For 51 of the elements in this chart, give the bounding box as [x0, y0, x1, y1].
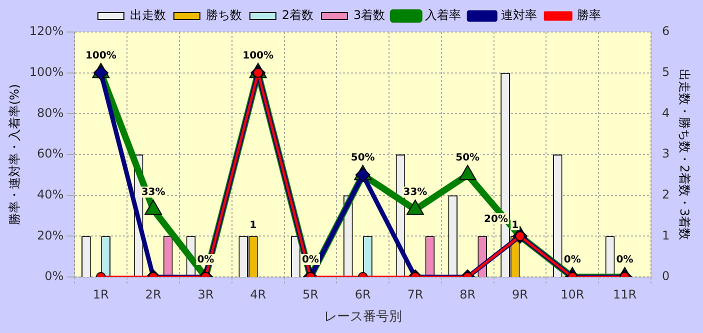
- x-axis-title: レース番号別: [324, 310, 402, 325]
- y-axis-title: 勝率・連対率・入着率(%): [7, 84, 22, 225]
- x-tick-label: 10R: [560, 287, 584, 302]
- legend-label: 勝率: [577, 8, 602, 22]
- legend-label: 出走数: [130, 8, 166, 22]
- point: [406, 200, 424, 215]
- point: [144, 200, 162, 215]
- legend-label: 勝ち数: [206, 8, 242, 22]
- data-label: 100%: [242, 50, 274, 62]
- data-label: 1: [250, 220, 257, 231]
- data-label: 50%: [350, 152, 375, 164]
- y2-axis-title: 出走数・勝ち数・2着数・3着数: [678, 68, 692, 240]
- data-label: 33%: [403, 187, 428, 198]
- y-tick-label: 100%: [29, 64, 64, 79]
- y-tick-label: 60%: [37, 146, 64, 161]
- y2-tick-label: 1: [662, 228, 670, 242]
- x-tick-label: 8R: [460, 287, 476, 302]
- y2-tick-label: 6: [662, 24, 670, 38]
- data-label: 20%: [484, 214, 508, 225]
- y-tick-label: 40%: [37, 187, 64, 202]
- data-label: 50%: [456, 152, 480, 164]
- legend-label: 入着率: [425, 8, 462, 22]
- x-tick-label: 11R: [612, 287, 637, 302]
- data-label: 1: [512, 220, 519, 231]
- y2-tick-label: 5: [662, 64, 670, 79]
- y-tick-label: 0%: [44, 269, 64, 284]
- y-tick-label: 120%: [29, 24, 64, 38]
- data-label: 33%: [141, 187, 166, 198]
- x-tick-label: 4R: [250, 287, 266, 302]
- data-label: 100%: [85, 50, 116, 62]
- legend-label: 2着数: [282, 8, 314, 22]
- point: [458, 164, 476, 180]
- y2-tick-label: 4: [662, 106, 670, 120]
- y-tick-label: 20%: [37, 228, 64, 242]
- data-label: 0%: [197, 254, 214, 266]
- x-tick-label: 7R: [407, 287, 424, 302]
- y2-tick-label: 2: [662, 187, 670, 202]
- x-tick-label: 5R: [302, 287, 318, 302]
- x-tick-label: 6R: [354, 287, 371, 302]
- y2-tick-label: 3: [662, 146, 670, 161]
- x-tick-label: 2R: [145, 287, 162, 302]
- x-tick-label: 9R: [512, 287, 528, 302]
- x-tick-label: 1R: [92, 287, 109, 302]
- x-tick-label: 3R: [198, 287, 214, 302]
- legend-label: 3着数: [354, 8, 386, 22]
- data-label: 0%: [616, 254, 634, 266]
- y-tick-label: 80%: [37, 106, 64, 120]
- data-label: 0%: [564, 254, 581, 266]
- legend-label: 連対率: [501, 8, 538, 22]
- data-label: 0%: [302, 254, 319, 266]
- y2-tick-label: 0: [662, 269, 670, 284]
